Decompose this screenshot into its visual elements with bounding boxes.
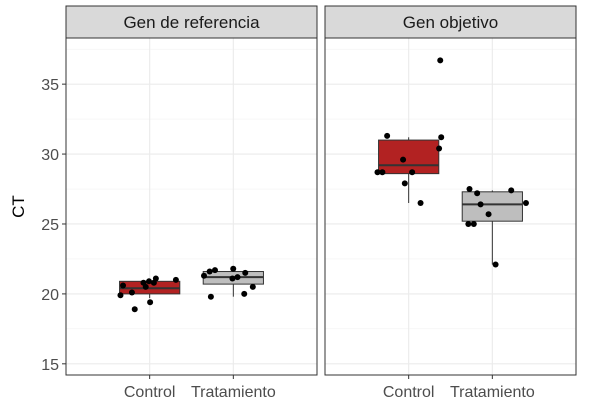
data-point — [117, 292, 124, 299]
data-point — [379, 169, 386, 176]
x-ticks: Control Tratamiento — [124, 375, 276, 401]
data-point — [249, 283, 256, 290]
data-point — [417, 200, 424, 207]
y-axis: 15 20 25 30 35 — [41, 77, 66, 374]
x-tick-label-control: Control — [124, 384, 176, 401]
data-point — [474, 190, 481, 197]
data-point — [477, 201, 484, 208]
data-point — [436, 145, 443, 152]
data-point — [201, 272, 208, 279]
x-ticks: Control Tratamiento — [383, 375, 535, 401]
data-point — [241, 290, 248, 297]
data-point — [230, 265, 237, 272]
data-point — [211, 267, 218, 274]
x-tick-label-control: Control — [383, 384, 435, 401]
data-point — [242, 269, 249, 276]
y-axis-title: CT — [9, 195, 28, 218]
data-point — [152, 275, 159, 282]
data-point — [384, 132, 391, 139]
data-point — [140, 279, 147, 286]
data-point — [207, 293, 214, 300]
data-point — [172, 276, 179, 283]
data-point — [470, 220, 477, 227]
box-gen-objetivo-tratamiento — [461, 191, 523, 222]
data-point — [466, 186, 473, 193]
data-point — [234, 274, 241, 281]
data-point — [120, 282, 127, 289]
data-point — [146, 278, 153, 285]
y-tick-label: 30 — [41, 147, 59, 164]
data-point — [374, 169, 381, 176]
panel-border — [65, 37, 318, 376]
gridlines — [66, 38, 317, 375]
panel-border — [324, 37, 577, 376]
data-point — [437, 57, 444, 64]
panel-title-gen-objetivo: Gen objetivo — [403, 13, 498, 32]
data-point — [131, 306, 138, 313]
data-point — [229, 275, 236, 282]
data-point — [522, 200, 529, 207]
data-point — [465, 220, 472, 227]
panel-strip-gen-de-referencia — [65, 5, 318, 39]
box-gen-objetivo-control — [378, 139, 440, 175]
panel-title-gen-de-referencia: Gen de referencia — [123, 13, 260, 32]
data-point — [508, 187, 515, 194]
data-point — [400, 156, 407, 163]
y-tick-label: 25 — [41, 217, 59, 234]
box-marks — [374, 57, 529, 268]
data-point — [485, 211, 492, 218]
box-marks — [117, 265, 264, 313]
data-point — [492, 261, 499, 268]
data-point — [438, 134, 445, 141]
data-point — [128, 289, 135, 296]
data-point — [409, 169, 416, 176]
panel-plot-area-gen-de-referencia — [66, 38, 317, 375]
y-tick-label: 20 — [41, 287, 59, 304]
panel-gen-de-referencia: Gen de referencia Control Tratamiento — [65, 5, 318, 401]
panel-gen-objetivo: Gen objetivo Control Tratamiento — [324, 5, 577, 401]
data-point — [147, 299, 154, 306]
y-tick-label: 35 — [41, 77, 59, 94]
gridlines — [325, 38, 576, 375]
data-point — [206, 268, 213, 275]
panel-plot-area-gen-objetivo — [325, 38, 576, 375]
x-tick-label-tratamiento: Tratamiento — [450, 384, 535, 401]
data-point — [401, 180, 408, 187]
x-tick-label-tratamiento: Tratamiento — [191, 384, 276, 401]
y-tick-label: 15 — [41, 357, 59, 374]
panel-strip-gen-objetivo — [324, 5, 577, 39]
